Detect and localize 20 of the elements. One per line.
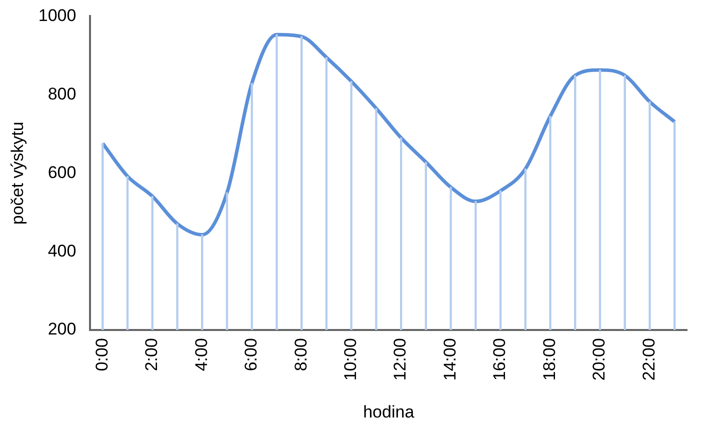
- x-tick-label: 6:00: [242, 338, 261, 372]
- y-tick-label: 1000: [38, 6, 76, 25]
- y-axis-title: počet výskytu: [8, 122, 27, 225]
- x-tick-label: 8:00: [291, 338, 310, 372]
- y-tick-label: 200: [48, 320, 76, 339]
- x-tick-label: 0:00: [92, 338, 112, 372]
- line-series: [100, 32, 676, 236]
- x-tick-label: 20:00: [590, 338, 609, 381]
- y-tick-label: 800: [48, 84, 76, 104]
- x-tick-label: 12:00: [390, 338, 410, 381]
- y-tick-label: 600: [48, 162, 76, 182]
- x-tick-label: 10:00: [341, 338, 360, 381]
- y-tick-label: 400: [48, 241, 76, 260]
- x-tick-label: 4:00: [192, 338, 211, 372]
- x-tick-label: 16:00: [490, 338, 510, 381]
- x-tick-label: 18:00: [540, 338, 559, 381]
- x-axis-title: hodina: [363, 402, 415, 422]
- x-tick-label: 2:00: [142, 338, 162, 372]
- x-tick-label: 14:00: [440, 338, 460, 381]
- x-tick-label: 22:00: [639, 338, 658, 381]
